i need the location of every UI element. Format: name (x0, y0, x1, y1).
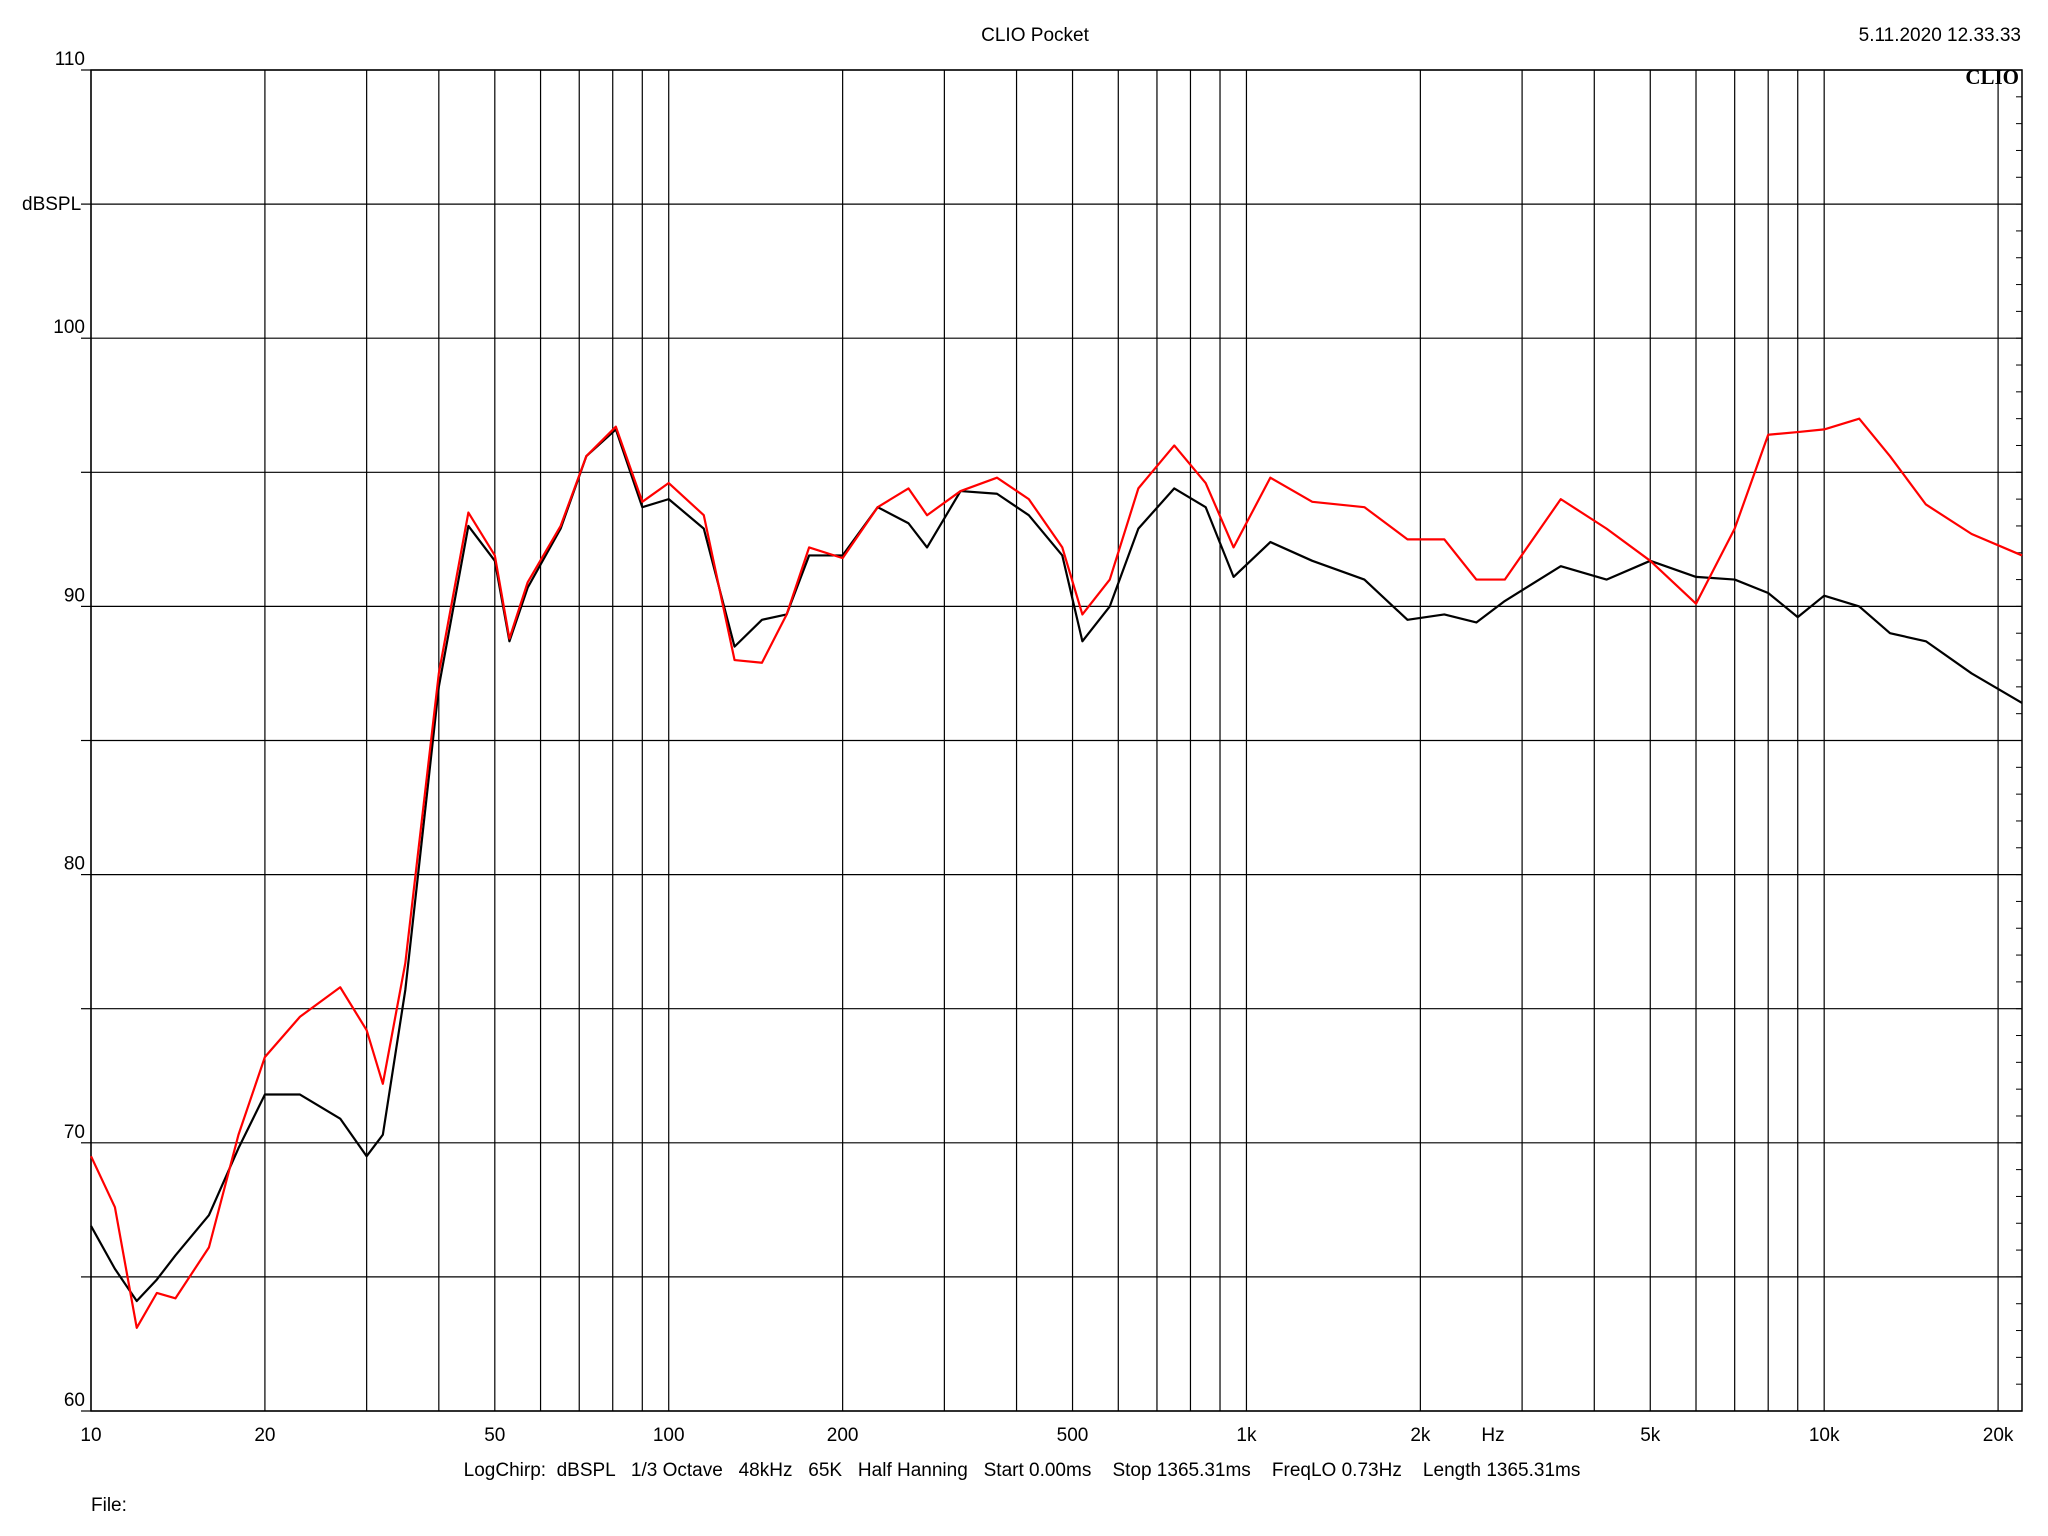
y-tick-label: 110 (55, 49, 85, 70)
x-tick-label: 5k (1640, 1425, 1661, 1446)
x-tick-label: 20k (1983, 1425, 2014, 1446)
logo: CLIO (1965, 65, 2019, 89)
plot-frame (90, 69, 2023, 1412)
x-tick-label: 50 (484, 1425, 505, 1446)
x-tick-label: 10k (1809, 1425, 1840, 1446)
y-tick-label: 100 (53, 317, 85, 338)
x-tick-label: 100 (653, 1425, 685, 1446)
chart-title: CLIO Pocket (981, 25, 1089, 46)
x-axis-label: Hz (1481, 1425, 1504, 1446)
x-tick-label: 2k (1410, 1425, 1431, 1446)
x-tick-label: 1k (1236, 1425, 1257, 1446)
data-line (90, 417, 2023, 1329)
file-label: File: (91, 1495, 127, 1516)
x-tick-label: 10 (80, 1425, 101, 1446)
y-axis-label: dBSPL (22, 194, 81, 215)
x-tick-label: 20 (254, 1425, 275, 1446)
data-line (90, 428, 2023, 1303)
y-tick-label: 80 (64, 854, 85, 875)
timestamp: 5.11.2020 12.33.33 (1859, 25, 2021, 46)
x-tick-label: 500 (1057, 1425, 1089, 1446)
x-tick-label: 200 (827, 1425, 859, 1446)
y-tick-label: 60 (64, 1390, 85, 1411)
y-tick-label: 70 (64, 1122, 85, 1143)
y-tick-label: 90 (64, 585, 85, 606)
footer: LogChirp: dBSPL 1/3 Octave 48kHz 65K Hal… (464, 1460, 1581, 1481)
